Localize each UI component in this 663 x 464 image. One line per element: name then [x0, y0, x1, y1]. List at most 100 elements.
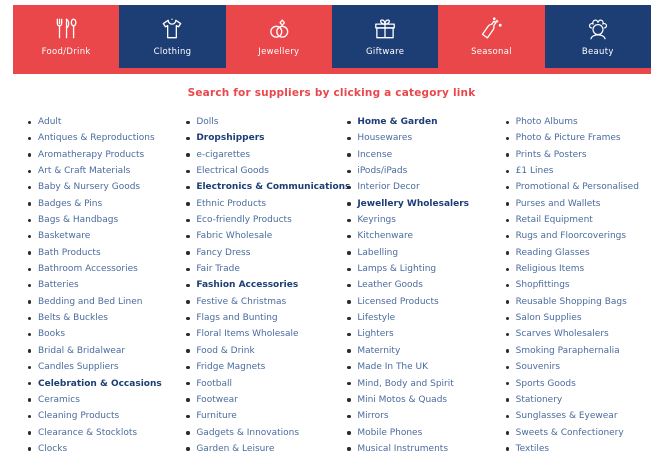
category-link[interactable]: Made In The UK [346, 359, 504, 375]
category-link[interactable]: Textiles [505, 441, 663, 457]
category-link[interactable]: Salon Supplies [505, 310, 663, 326]
category-link[interactable]: Bedding and Bed Linen [27, 294, 185, 310]
category-link[interactable]: Fair Trade [185, 261, 346, 277]
category-link[interactable]: Stationery [505, 392, 663, 408]
category-link[interactable]: Footwear [185, 392, 346, 408]
category-link[interactable]: Furniture [185, 408, 346, 424]
category-link[interactable]: Baby & Nursery Goods [27, 179, 185, 195]
category-link[interactable]: Batteries [27, 277, 185, 293]
category-link[interactable]: Sunglasses & Eyewear [505, 408, 663, 424]
category-link[interactable]: Candles Suppliers [27, 359, 185, 375]
tab-bar: Food/Drink Clothing Jewellery [13, 5, 651, 68]
category-link[interactable]: Prints & Posters [505, 147, 663, 163]
category-link[interactable]: Keyrings [346, 212, 504, 228]
category-link[interactable]: Lighters [346, 326, 504, 342]
category-link[interactable]: Aromatherapy Products [27, 147, 185, 163]
category-link[interactable]: Souvenirs [505, 359, 663, 375]
category-link[interactable]: Fancy Dress [185, 245, 346, 261]
category-link[interactable]: Retail Equipment [505, 212, 663, 228]
category-column: Photo Albums Photo & Picture Frames Prints… [505, 114, 663, 457]
category-link[interactable]: Mini Motos & Quads [346, 392, 504, 408]
category-link[interactable]: Leather Goods [346, 277, 504, 293]
category-link[interactable]: Adult [27, 114, 185, 130]
category-link[interactable]: Ceramics [27, 392, 185, 408]
category-link[interactable]: Bags & Handbags [27, 212, 185, 228]
rings-icon [266, 16, 292, 42]
category-link[interactable]: Bath Products [27, 245, 185, 261]
tab-clothing[interactable]: Clothing [119, 5, 226, 68]
category-link[interactable]: Scarves Wholesalers [505, 326, 663, 342]
category-columns: Adult Antiques & Reproductions Aromatherap… [0, 99, 663, 457]
giftbox-icon [372, 16, 398, 42]
category-link[interactable]: Mobile Phones [346, 425, 504, 441]
tab-label: Giftware [366, 47, 405, 57]
category-link[interactable]: Bathroom Accessories [27, 261, 185, 277]
category-link[interactable]: Festive & Christmas [185, 294, 346, 310]
category-link[interactable]: Kitchenware [346, 228, 504, 244]
category-link[interactable]: Dolls [185, 114, 346, 130]
category-link[interactable]: Housewares [346, 130, 504, 146]
category-link[interactable]: Interior Decor [346, 179, 504, 195]
category-link[interactable]: Lifestyle [346, 310, 504, 326]
category-link[interactable]: Maternity [346, 343, 504, 359]
category-link[interactable]: Incense [346, 147, 504, 163]
category-link[interactable]: Smoking Paraphernalia [505, 343, 663, 359]
category-link[interactable]: Promotional & Personalised [505, 179, 663, 195]
category-link[interactable]: Lamps & Lighting [346, 261, 504, 277]
category-link[interactable]: Fashion Accessories [185, 277, 346, 293]
category-link[interactable]: Shopfittings [505, 277, 663, 293]
category-link[interactable]: Photo & Picture Frames [505, 130, 663, 146]
category-link[interactable]: Licensed Products [346, 294, 504, 310]
category-link[interactable]: iPods/iPads [346, 163, 504, 179]
category-link[interactable]: Flags and Bunting [185, 310, 346, 326]
category-link[interactable]: Labelling [346, 245, 504, 261]
category-link[interactable]: Mirrors [346, 408, 504, 424]
category-link[interactable]: Fridge Magnets [185, 359, 346, 375]
category-link[interactable]: Sweets & Confectionery [505, 425, 663, 441]
category-link[interactable]: Religious Items [505, 261, 663, 277]
tab-giftware[interactable]: Giftware [331, 5, 439, 68]
cutlery-icon [53, 16, 79, 42]
tab-seasonal[interactable]: Seasonal [438, 5, 545, 68]
category-link[interactable]: Eco-friendly Products [185, 212, 346, 228]
nav-underline [13, 68, 651, 74]
category-link[interactable]: Ethnic Products [185, 196, 346, 212]
category-link[interactable]: Art & Craft Materials [27, 163, 185, 179]
category-link[interactable]: Food & Drink [185, 343, 346, 359]
category-link[interactable]: Bridal & Bridalwear [27, 343, 185, 359]
category-link[interactable]: Floral Items Wholesale [185, 326, 346, 342]
category-link[interactable]: Clocks [27, 441, 185, 457]
category-link[interactable]: Antiques & Reproductions [27, 130, 185, 146]
tab-jewellery[interactable]: Jewellery [225, 5, 332, 68]
category-link[interactable]: Gadgets & Innovations [185, 425, 346, 441]
category-link[interactable]: Football [185, 376, 346, 392]
category-link[interactable]: Dropshippers [185, 130, 346, 146]
category-link[interactable]: Clearance & Stocklots [27, 425, 185, 441]
category-link[interactable]: Mind, Body and Spirit [346, 376, 504, 392]
category-link[interactable]: Reusable Shopping Bags [505, 294, 663, 310]
category-link[interactable]: Electrical Goods [185, 163, 346, 179]
category-link[interactable]: Fabric Wholesale [185, 228, 346, 244]
category-link[interactable]: Musical Instruments [346, 441, 504, 457]
category-link[interactable]: £1 Lines [505, 163, 663, 179]
category-link[interactable]: Purses and Wallets [505, 196, 663, 212]
category-link[interactable]: Home & Garden [346, 114, 504, 130]
category-link[interactable]: Basketware [27, 228, 185, 244]
category-link[interactable]: Rugs and Floorcoverings [505, 228, 663, 244]
category-link[interactable]: Reading Glasses [505, 245, 663, 261]
tab-food-drink[interactable]: Food/Drink [13, 5, 120, 68]
category-link[interactable]: Belts & Buckles [27, 310, 185, 326]
category-column: Dolls Dropshippers e-cigarettes Electrical … [185, 114, 350, 457]
category-link[interactable]: Sports Goods [505, 376, 663, 392]
category-link[interactable]: Cleaning Products [27, 408, 185, 424]
category-column: Adult Antiques & Reproductions Aromatherap… [27, 114, 185, 457]
category-link[interactable]: Photo Albums [505, 114, 663, 130]
category-link[interactable]: e-cigarettes [185, 147, 346, 163]
tab-beauty[interactable]: Beauty [544, 5, 651, 68]
category-link[interactable]: Electronics & Communications [185, 179, 350, 195]
category-link[interactable]: Jewellery Wholesalers [346, 196, 504, 212]
category-link[interactable]: Garden & Leisure [185, 441, 346, 457]
category-link[interactable]: Celebration & Occasions [27, 376, 185, 392]
category-link[interactable]: Badges & Pins [27, 196, 185, 212]
category-link[interactable]: Books [27, 326, 185, 342]
